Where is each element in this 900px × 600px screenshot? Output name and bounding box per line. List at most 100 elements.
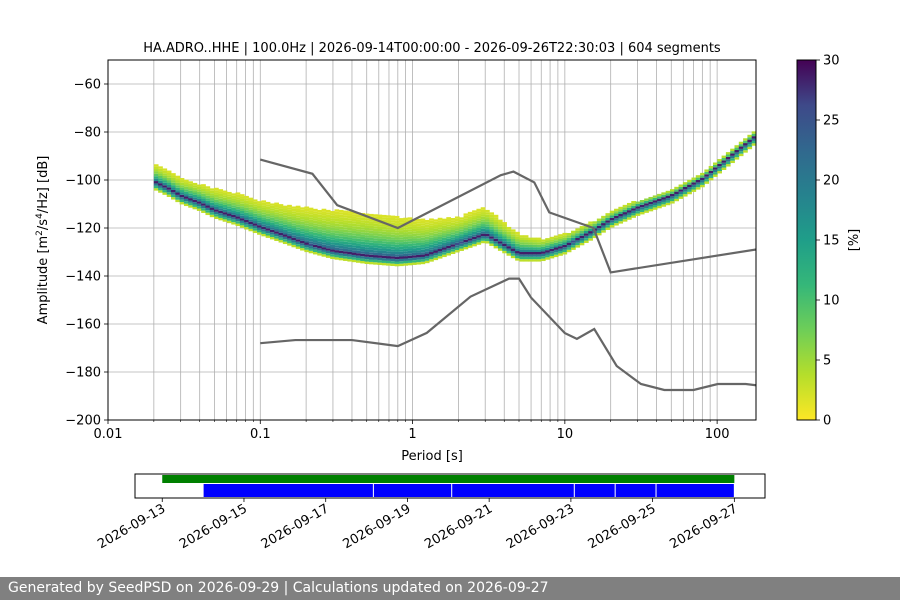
psd-cell	[377, 233, 383, 237]
psd-cell	[338, 248, 344, 251]
psd-cell	[166, 184, 172, 188]
psd-cell	[239, 198, 245, 202]
psd-cell	[618, 218, 624, 222]
psd-cell	[493, 224, 499, 227]
psd-cell	[386, 256, 391, 259]
psd-cell	[330, 247, 335, 250]
psd-cell	[648, 206, 654, 209]
psd-cell	[226, 211, 232, 214]
psd-cell	[532, 259, 538, 262]
psd-cell	[476, 223, 482, 226]
psd-cell	[295, 217, 301, 221]
psd-cell	[485, 226, 490, 230]
psd-cell	[605, 217, 611, 221]
psd-cell	[553, 237, 559, 241]
psd-cell	[639, 204, 645, 208]
psd-cell	[562, 232, 568, 236]
psd-cell	[429, 237, 434, 241]
psd-cell	[304, 230, 310, 233]
psd-cell	[442, 237, 447, 241]
psd-cell	[433, 226, 439, 229]
psd-cell	[278, 235, 284, 238]
psd-cell	[196, 208, 202, 211]
psd-cell	[386, 244, 391, 247]
psd-cell	[218, 198, 224, 202]
psd-cell	[252, 209, 258, 212]
psd-cell	[510, 236, 516, 239]
psd-cell	[463, 218, 469, 221]
psd-cell	[446, 224, 452, 227]
psd-cell	[394, 223, 400, 226]
psd-cell	[510, 241, 516, 244]
psd-cell	[368, 235, 374, 238]
psd-cell	[244, 212, 249, 216]
psd-cell	[364, 237, 370, 241]
psd-cell	[364, 230, 370, 233]
psd-cell	[743, 147, 748, 151]
psd-cell	[381, 253, 387, 256]
psd-cell	[244, 222, 249, 225]
psd-cell	[265, 228, 271, 231]
psd-cell	[381, 258, 387, 261]
psd-cell	[330, 230, 335, 233]
timeline-used-bar	[373, 484, 452, 497]
psd-cell	[265, 216, 271, 219]
psd-cell	[407, 250, 413, 254]
psd-cell	[510, 255, 516, 259]
psd-cell	[368, 249, 374, 253]
psd-cell	[450, 232, 456, 235]
psd-cell	[618, 216, 624, 219]
psd-cell	[674, 194, 679, 197]
psd-cell	[493, 222, 499, 225]
psd-cell	[626, 205, 632, 208]
psd-cell	[308, 229, 314, 232]
psd-cell	[179, 197, 185, 200]
psd-cell	[171, 182, 176, 186]
timeline-tick-label: 2026-09-15	[177, 501, 250, 552]
psd-cell	[364, 235, 370, 238]
psd-cell	[192, 202, 198, 205]
psd-cell	[394, 259, 400, 262]
psd-cell	[239, 206, 245, 209]
psd-cell	[403, 239, 409, 242]
psd-cell	[360, 236, 365, 240]
psd-cell	[669, 193, 675, 197]
psd-cell	[467, 231, 473, 234]
psd-cell	[312, 252, 318, 255]
psd-cell	[609, 213, 615, 216]
psd-cell	[218, 213, 224, 216]
psd-cell	[721, 157, 727, 161]
psd-cell	[712, 162, 718, 165]
psd-cell	[175, 194, 181, 198]
psd-cell	[429, 235, 434, 238]
psd-cell	[515, 258, 520, 261]
psd-cell	[549, 239, 555, 242]
psd-cell	[399, 234, 404, 238]
psd-cell	[687, 182, 692, 185]
psd-cell	[304, 247, 310, 250]
psd-cell	[459, 231, 464, 235]
psd-cell	[334, 211, 340, 215]
psd-cell	[700, 184, 705, 188]
psd-cell	[407, 229, 413, 232]
psd-cell	[467, 240, 473, 244]
psd-cell	[368, 218, 374, 222]
psd-cell	[218, 203, 224, 206]
psd-cell	[528, 247, 533, 250]
psd-cell	[257, 217, 262, 221]
psd-cell	[166, 172, 172, 176]
psd-cell	[304, 223, 310, 226]
psd-cell	[360, 227, 365, 230]
psd-cell	[386, 215, 391, 218]
x-axis-label: Period [s]	[401, 449, 463, 464]
psd-cell	[566, 242, 572, 246]
psd-cell	[222, 190, 228, 193]
psd-cell	[407, 243, 413, 247]
psd-cell	[390, 227, 396, 230]
psd-cell	[463, 222, 469, 226]
timeline-ticks: 2026-09-13 2026-09-15 2026-09-17 2026-09-19…	[95, 498, 740, 552]
psd-cell	[244, 224, 249, 228]
psd-cell	[476, 218, 482, 221]
psd-cell	[360, 234, 365, 237]
psd-cell	[536, 254, 542, 257]
